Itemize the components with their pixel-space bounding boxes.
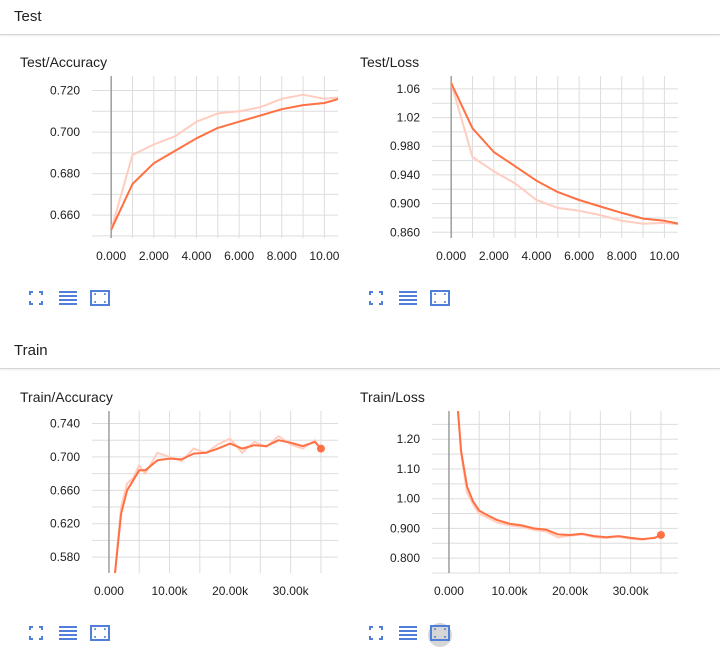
x-tick-label: 10.00 [649,249,679,263]
fit-domain-button[interactable] [88,623,112,647]
series-smoothed-line [450,82,678,225]
chart-card-train-loss: Train/Loss 0.800 0.900 1.00 1.10 1.20 0.000 10… [340,389,680,659]
y-tick-label: 0.900 [390,521,420,535]
x-tick-label: 4.000 [521,249,551,263]
last-point-marker [656,530,665,539]
data-list-icon [59,290,77,311]
section-header-train[interactable]: Train [0,334,720,369]
x-tick-label: 2.000 [139,249,169,263]
y-tick-label: 0.680 [50,167,80,181]
y-tick-label: 0.800 [390,551,420,565]
series-group [457,411,662,541]
fit-domain-icon [430,624,450,646]
expand-button[interactable] [364,288,388,312]
series-raw-line [110,93,338,230]
data-list-icon [399,625,417,646]
x-tick-label: 30.00k [273,584,310,598]
series-smoothed-line [110,97,338,231]
y-tick-label: 0.720 [50,84,80,98]
x-tick-label: 4.000 [181,249,211,263]
x-tick-label: 0.000 [94,584,124,598]
series-group [450,82,678,226]
chart-test-loss[interactable]: 0.860 0.900 0.940 0.980 1.02 1.06 0.000 2.000 4.… [340,76,680,286]
y-tick-label: 0.860 [390,225,420,239]
section-header-test[interactable]: Test [0,0,720,35]
fit-domain-icon [90,289,110,311]
y-tick-label: 1.00 [397,492,421,506]
y-tick-label: 0.980 [390,139,420,153]
series-group [114,435,322,573]
data-list-icon [399,290,417,311]
expand-button[interactable] [24,623,48,647]
y-tick-label: 0.580 [50,550,80,564]
y-tick-label: 1.20 [397,432,421,446]
series-smoothed-line [114,439,322,573]
plot-area [432,411,678,574]
expand-icon [29,290,43,310]
series-group [110,93,338,231]
x-tick-label: 10.00 [309,249,339,263]
y-tick-label: 0.660 [50,483,80,497]
y-tick-label: 1.10 [397,462,421,476]
chart-card-train-accuracy: Train/Accuracy 0.580 0.620 0.660 0.700 0.740… [0,389,340,659]
data-selector-button[interactable] [56,288,80,312]
expand-icon [369,625,383,645]
chart-train-loss[interactable]: 0.800 0.900 1.00 1.10 1.20 0.000 10.00k 20.00k 3… [340,411,680,621]
chart-title: Test/Loss [360,54,420,70]
x-tick-label: 8.000 [607,249,637,263]
section-title: Test [14,8,42,25]
chart-card-test-loss: Test/Loss 0.860 0.900 0.940 0.980 1.02 1.06 0.… [340,54,680,324]
series-smoothed-line [457,411,662,541]
plot-area [92,76,338,238]
x-tick-label: 10.00k [492,584,529,598]
x-tick-label: 30.00k [613,584,650,598]
y-tick-label: 0.940 [390,168,420,182]
y-tick-label: 0.700 [50,125,80,139]
expand-button[interactable] [364,623,388,647]
fit-domain-button[interactable] [428,288,452,312]
y-tick-label: 0.900 [390,197,420,211]
x-tick-label: 0.000 [434,584,464,598]
x-tick-label: 20.00k [552,584,589,598]
y-tick-label: 0.740 [50,417,80,431]
fit-domain-icon [90,624,110,646]
x-tick-label: 0.000 [96,249,126,263]
fit-domain-button[interactable] [88,288,112,312]
plot-area [432,76,678,238]
y-tick-label: 0.700 [50,450,80,464]
data-selector-button[interactable] [396,288,420,312]
x-tick-label: 20.00k [212,584,249,598]
fit-domain-icon [430,289,450,311]
y-tick-label: 1.06 [397,82,421,96]
x-tick-label: 6.000 [224,249,254,263]
y-tick-label: 0.620 [50,517,80,531]
x-tick-label: 2.000 [479,249,509,263]
chart-train-accuracy[interactable]: 0.580 0.620 0.660 0.700 0.740 0.000 10.00k 20.0… [0,411,340,621]
expand-icon [369,290,383,310]
data-list-icon [59,625,77,646]
last-point-marker [316,444,325,453]
fit-domain-button[interactable] [428,623,452,647]
x-tick-label: 8.000 [267,249,297,263]
chart-title: Test/Accuracy [20,54,108,70]
data-selector-button[interactable] [396,623,420,647]
y-tick-label: 0.660 [50,208,80,222]
x-tick-label: 6.000 [564,249,594,263]
y-tick-label: 1.02 [397,111,421,125]
x-tick-label: 10.00k [152,584,189,598]
expand-button[interactable] [24,288,48,312]
chart-title: Train/Loss [360,389,425,405]
chart-test-accuracy[interactable]: 0.660 0.680 0.700 0.720 0.000 2.000 4.000 6.000… [0,76,340,286]
series-raw-line [450,82,678,226]
section-title: Train [14,342,48,359]
chart-card-test-accuracy: Test/Accuracy 0.660 0.680 0.700 0.720 0.000 2… [0,54,340,324]
chart-title: Train/Accuracy [20,389,113,405]
expand-icon [29,625,43,645]
data-selector-button[interactable] [56,623,80,647]
plot-area [92,411,338,573]
x-tick-label: 0.000 [436,249,466,263]
